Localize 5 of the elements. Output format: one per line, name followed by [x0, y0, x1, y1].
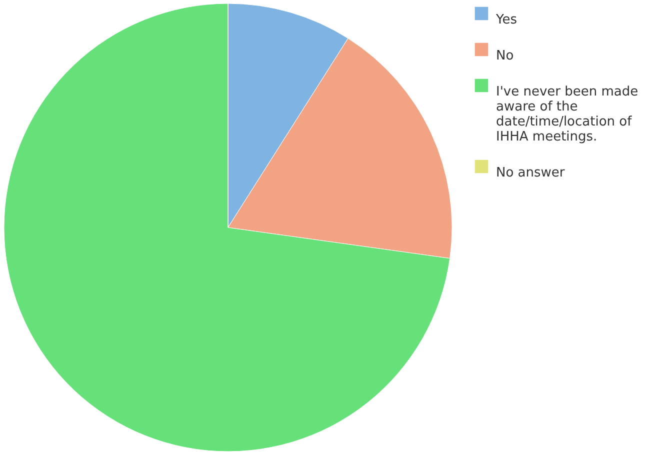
- legend-label: No answer: [496, 166, 566, 180]
- legend-label: Yes: [495, 12, 518, 28]
- pie-slice: [4, 3, 450, 452]
- legend-label: No: [496, 48, 514, 64]
- legend-label: I've never been made aware of the date/time/location of IHHA meetings.: [496, 84, 638, 144]
